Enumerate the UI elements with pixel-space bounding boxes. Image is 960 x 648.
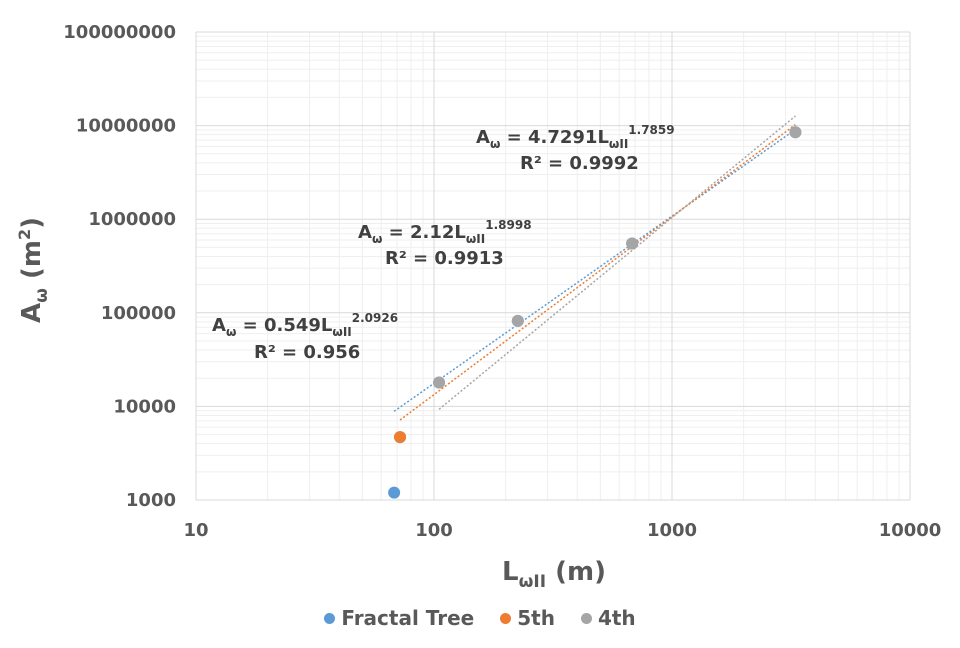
trendline: [438, 115, 796, 410]
x-axis-title: LωII (m): [502, 557, 606, 592]
annotation-4th: Aω = 0.549LωII2.0926 R² = 0.956: [212, 311, 398, 363]
y-axis-title: Aω (m2): [15, 217, 52, 323]
annotation-r2: R² = 0.9913: [385, 248, 504, 269]
grid: [195, 31, 911, 501]
data-point: [394, 431, 407, 444]
x-tick-label: 100: [415, 520, 453, 541]
data-point: [433, 376, 446, 389]
x-tick-label: 10000: [879, 520, 942, 541]
x-tick-label: 10: [183, 520, 208, 541]
trendlines: [393, 115, 796, 421]
legend-label: Fractal Tree: [341, 606, 475, 630]
annotation-equation: Aω = 0.549LωII2.0926: [212, 311, 398, 339]
annotation-equation: Aω = 2.12LωII1.8998: [358, 218, 532, 246]
y-tick-label: 1000000: [88, 209, 176, 230]
legend-item-4th: 4th: [580, 606, 636, 630]
x-tick-labels: 10 100 1000 10000: [183, 520, 941, 541]
annotation-fractal-tree: Aω = 4.7291LωII1.7859 R² = 0.9992: [476, 123, 675, 174]
y-tick-label: 1000: [126, 490, 176, 511]
annotation-5th: Aω = 2.12LωII1.8998 R² = 0.9913: [358, 218, 532, 269]
legend-label: 4th: [597, 606, 636, 630]
chart: 100010000100000100000010000000100000000 …: [15, 22, 941, 592]
annotation-equation: Aω = 4.7291LωII1.7859: [476, 123, 675, 151]
legend: Fractal Tree 5th 4th: [0, 606, 960, 630]
data-point: [511, 314, 524, 327]
trendline: [393, 129, 795, 412]
legend-marker: [324, 612, 336, 624]
data-points: [388, 126, 802, 499]
data-point: [388, 486, 401, 499]
y-tick-label: 100000000: [63, 22, 176, 43]
x-tick-label: 1000: [647, 520, 697, 541]
y-tick-label: 10000: [113, 396, 176, 417]
legend-item-5th: 5th: [500, 606, 555, 630]
y-tick-label: 100000: [101, 303, 176, 324]
legend-marker: [500, 612, 512, 624]
legend-marker: [580, 612, 592, 624]
legend-item-fractal-tree: Fractal Tree: [324, 606, 474, 630]
data-point: [626, 237, 639, 250]
y-tick-label: 10000000: [76, 116, 176, 137]
y-tick-labels: 1000 10000 100000 1000000 10000000 100000000: [63, 22, 176, 511]
legend-label: 5th: [517, 606, 555, 630]
annotation-r2: R² = 0.956: [254, 342, 360, 363]
data-point: [789, 126, 802, 139]
annotation-r2: R² = 0.9992: [520, 153, 639, 174]
